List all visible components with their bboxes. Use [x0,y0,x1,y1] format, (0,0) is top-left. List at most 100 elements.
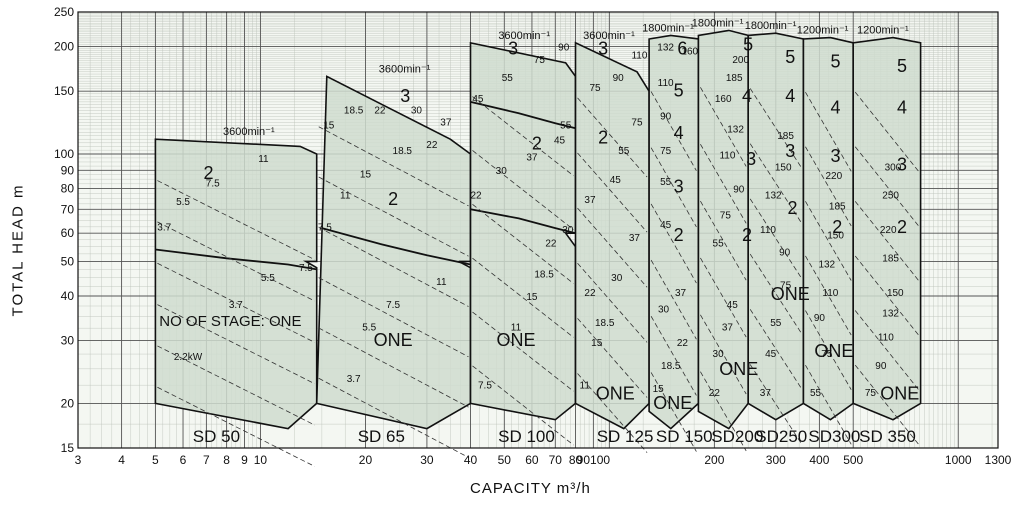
power-label: 150 [887,288,904,299]
zone-0-power-line [157,180,315,261]
power-label: 185 [726,73,743,84]
power-label: 18.5 [534,270,554,281]
power-label: 22 [677,338,689,349]
power-label: 37 [722,323,734,334]
stage-label: 5 [743,35,753,55]
power-label: 5.5 [176,197,190,208]
power-label: 200 [732,55,749,66]
zone-2-area [469,41,577,421]
zone-4-power-line [650,316,697,396]
stage-label: 4 [742,86,752,106]
stage-label: 4 [831,97,841,117]
stage-label: 2 [598,128,608,148]
zone-2-stage-curve [470,208,576,235]
model-label: SD 150 [656,427,713,446]
x-tick-label: 10 [254,453,268,467]
y-tick-label: 70 [61,202,75,216]
power-label: 18.5 [393,146,413,157]
x-tick-label: 500 [843,453,863,467]
zone-5-power-line [700,371,747,452]
power-label: 185 [829,201,846,212]
stage-label: 5 [897,56,907,76]
zone-1-power-line [318,377,469,458]
power-label: 90 [779,247,791,258]
zone-1-area [315,75,472,430]
stage-label: 6 [677,39,687,59]
x-tick-label: 3 [75,453,82,467]
speed-label: 3600min⁻¹ [583,30,635,42]
zone-0-power-line [157,262,315,343]
stage-label: 4 [674,123,684,143]
power-label: 75 [780,280,792,291]
x-tick-label: 400 [809,453,829,467]
y-tick-label: 60 [61,226,75,240]
power-label: 11 [436,277,447,288]
zone-1-power-line [318,277,469,358]
power-label: 55 [560,120,572,131]
y-tick-label: 30 [61,334,75,348]
zone-2-power-line [472,311,574,392]
power-label: 18.5 [661,361,681,372]
zone-1-power-line [318,176,469,257]
x-tick-label: 80 [569,453,583,467]
zone-5-power-line [700,314,747,395]
x-tick-label: 7 [203,453,210,467]
speed-label: 1200min⁻¹ [857,25,909,37]
power-label: 55 [618,146,630,157]
power-label: 300 [885,162,902,173]
zone-0-area [154,138,318,430]
stage-label: 4 [785,86,795,106]
stage-label: 5 [785,47,795,67]
stage-label: 2 [832,217,842,237]
y-tick-label: 100 [54,147,74,161]
zone-2-stage-curve [470,101,576,130]
power-label: 45 [660,220,672,231]
zone-1-power-line [318,126,469,207]
zone-2-power-line [472,204,574,284]
power-label: 7.5 [206,179,220,190]
speed-label: 3600min⁻¹ [379,63,431,75]
power-label: 75 [534,55,546,66]
x-tick-label: 60 [525,453,539,467]
power-label: 37 [584,195,596,206]
stage-label: 2 [204,163,214,183]
power-label: 132 [765,191,782,202]
zone-0-power-line [157,221,315,302]
power-label: 3.7 [229,300,243,311]
y-tick-label: 20 [61,396,75,410]
power-label: 110 [631,51,647,62]
plot-frame [77,11,999,449]
power-label: 90 [875,361,887,372]
power-label: 15 [653,384,665,395]
zone-3-power-line [577,97,648,178]
model-label: SD200 [711,427,763,446]
stage-label: ONE [653,393,692,413]
power-label: 2.2kW [174,352,203,363]
zone-7-power-line [805,201,852,281]
stage-label: 3 [674,177,684,197]
model-label: SD250 [755,427,807,446]
zone-8-power-line [854,91,919,172]
y-tick-label: 150 [54,84,74,98]
power-label: 90 [733,185,745,196]
zone-5-power-line [700,200,747,281]
power-label: 220 [825,171,842,182]
power-label: 15 [526,292,538,303]
stage-label: 3 [400,86,410,106]
power-label: 37 [440,118,452,129]
zone-8-power-line [854,310,919,390]
power-label: 132 [818,260,835,271]
power-label: 30 [562,225,574,236]
power-label: 160 [715,94,732,105]
power-label: 30 [411,105,423,116]
y-tick-label: 40 [61,289,75,303]
zone-2-power-line [472,365,574,446]
x-tick-label: 200 [704,453,724,467]
power-label: 22 [426,140,438,151]
zone-5-power-line [700,143,747,224]
model-label: SD 350 [859,427,916,446]
stage-label: 3 [746,149,756,169]
x-tick-label: 50 [498,453,512,467]
y-tick-label: 90 [61,163,75,177]
speed-label: 3600min⁻¹ [223,126,275,138]
